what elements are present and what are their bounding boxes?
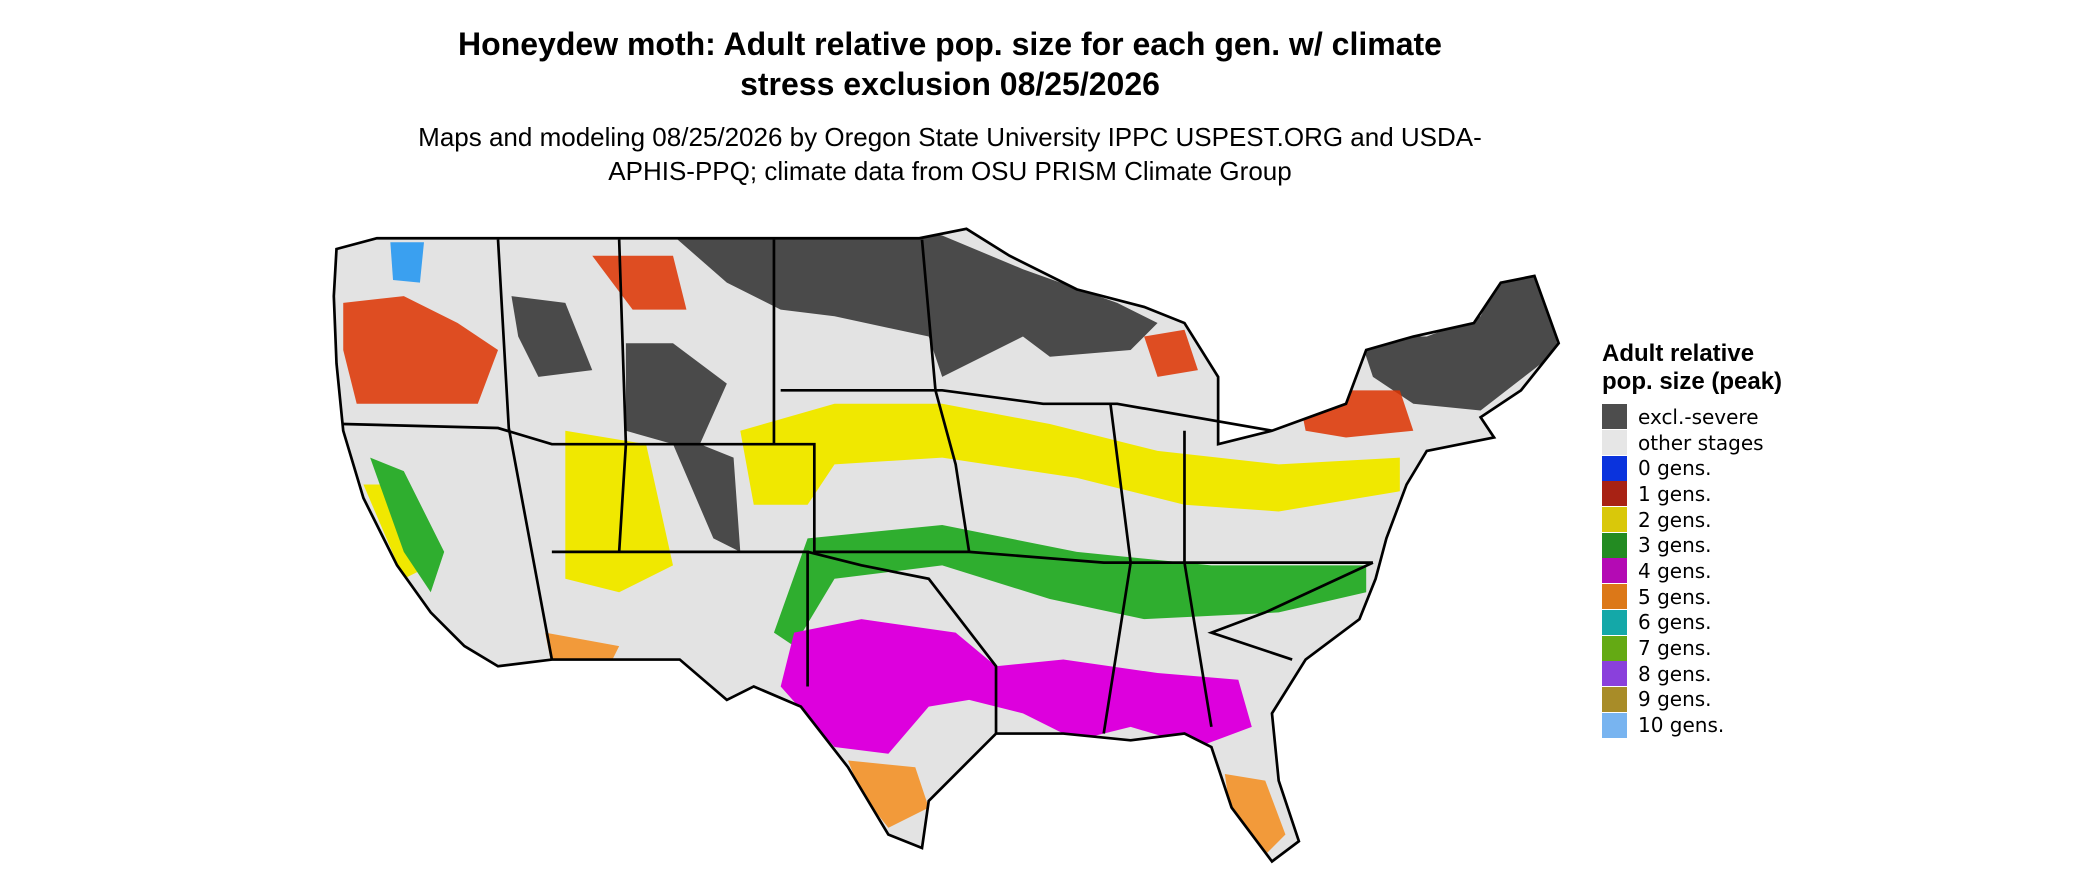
legend-swatch <box>1602 712 1627 738</box>
legend-swatch <box>1602 532 1627 558</box>
map-subtitle: Maps and modeling 08/25/2026 by Oregon S… <box>418 122 1482 186</box>
legend-label: excl.-severe <box>1638 404 1759 429</box>
legend-swatch <box>1602 686 1627 712</box>
legend-swatch <box>1602 481 1627 507</box>
legend-label: 6 gens. <box>1638 610 1712 635</box>
legend-swatch <box>1602 558 1627 584</box>
legend-swatch <box>1602 430 1627 456</box>
legend-item: 10 gens. <box>1602 712 1842 738</box>
legend-swatch <box>1602 507 1627 533</box>
legend-swatch <box>1602 661 1627 687</box>
legend-item: 8 gens. <box>1602 661 1842 687</box>
legend-label: 9 gens. <box>1638 687 1712 712</box>
legend-item: excl.-severe <box>1602 404 1842 430</box>
legend-item: 7 gens. <box>1602 635 1842 661</box>
legend-item: 4 gens. <box>1602 558 1842 584</box>
legend-item: other stages <box>1602 430 1842 456</box>
legend-item: 3 gens. <box>1602 532 1842 558</box>
legend-item: 0 gens. <box>1602 455 1842 481</box>
legend-label: 8 gens. <box>1638 661 1712 686</box>
legend-swatch <box>1602 609 1627 635</box>
legend: Adult relative pop. size (peak) excl.-se… <box>1602 340 1842 738</box>
legend-item: 2 gens. <box>1602 507 1842 533</box>
legend-item: 6 gens. <box>1602 609 1842 636</box>
legend-label: 4 gens. <box>1638 558 1712 583</box>
legend-label: other stages <box>1638 430 1764 455</box>
legend-label: 5 gens. <box>1638 584 1712 609</box>
us-map <box>332 227 1560 863</box>
legend-item: 9 gens. <box>1602 686 1842 713</box>
legend-items: excl.-severe other stages 0 gens. 1 gens. 2 … <box>1602 404 1842 738</box>
legend-label: 10 gens. <box>1638 713 1725 738</box>
legend-item: 5 gens. <box>1602 584 1842 610</box>
legend-swatch <box>1602 584 1627 610</box>
legend-swatch <box>1602 455 1627 481</box>
map-title: Honeydew moth: Adult relative pop. size … <box>458 26 1442 102</box>
state-borders <box>332 227 1560 863</box>
legend-swatch <box>1602 635 1627 661</box>
legend-label: 0 gens. <box>1638 456 1712 481</box>
legend-title: Adult relative pop. size (peak) <box>1602 340 1783 395</box>
legend-label: 1 gens. <box>1638 481 1712 506</box>
legend-label: 2 gens. <box>1638 507 1712 532</box>
legend-label: 3 gens. <box>1638 533 1712 558</box>
legend-label: 7 gens. <box>1638 636 1712 661</box>
legend-item: 1 gens. <box>1602 481 1842 507</box>
legend-swatch <box>1602 404 1627 430</box>
